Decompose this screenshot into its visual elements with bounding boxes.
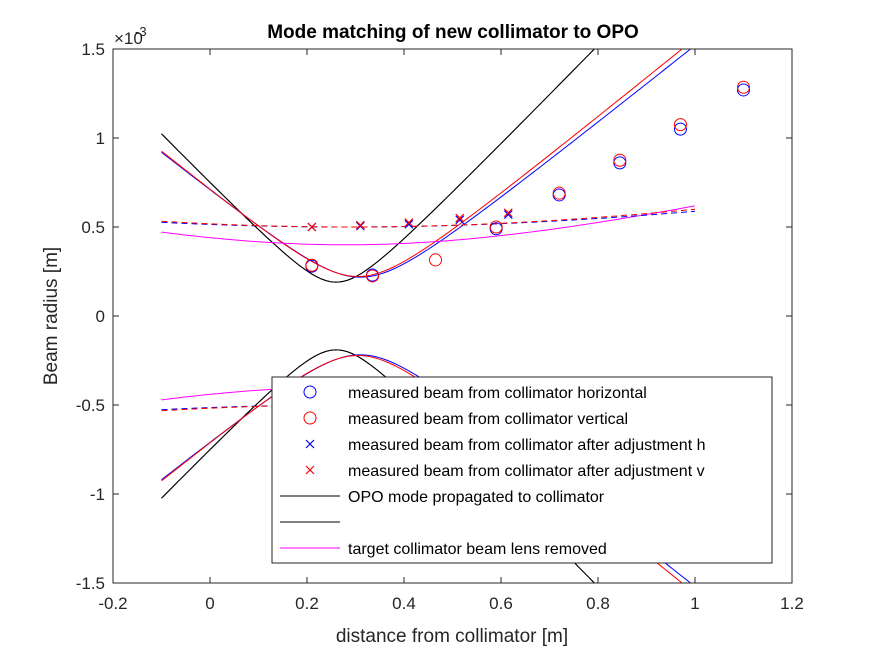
legend-symbol xyxy=(303,411,317,425)
y-exponent-label: ×10 -3 xyxy=(114,24,147,48)
marker-1-3 xyxy=(489,220,503,234)
marker-2-4 xyxy=(503,210,513,219)
marker-1-7 xyxy=(737,80,750,94)
legend: measured beam from collimator horizontal… xyxy=(271,376,773,564)
series-line-4-upper xyxy=(161,205,696,246)
marker-2-1 xyxy=(355,221,365,231)
x-tick-label: 0.4 xyxy=(392,594,416,613)
legend-symbol xyxy=(305,465,315,475)
legend-symbol xyxy=(305,439,315,449)
legend-symbol xyxy=(303,385,317,399)
y-tick-label: -1.5 xyxy=(76,574,105,593)
marker-3-3 xyxy=(455,213,465,223)
y-exponent-base: ×10 xyxy=(114,29,143,48)
marker-1-5 xyxy=(613,153,627,167)
x-tick-label: 0.8 xyxy=(586,594,610,613)
x-tick-label: 0.2 xyxy=(295,594,319,613)
x-tick-label: 1 xyxy=(690,594,699,613)
legend-label: target collimator beam lens removed xyxy=(348,541,607,558)
y-tick-label: 1.5 xyxy=(81,40,105,59)
series-line-3-upper xyxy=(161,49,683,277)
marker-3-4 xyxy=(503,208,513,218)
marker-1-4 xyxy=(552,186,566,200)
x-tick-label: -0.2 xyxy=(98,594,127,613)
chart-title: Mode matching of new collimator to OPO xyxy=(267,22,639,43)
y-tick-label: 1 xyxy=(96,129,105,148)
ticks: -0.2 0 0.2 0.4 0.6 0.8 1 1.2 -1.5 -1 -0.5 0 0.5 1 1.5 xyxy=(76,40,804,613)
series-line-5-upper xyxy=(161,210,696,228)
legend-label: measured beam from collimator vertical xyxy=(348,411,628,428)
marker-1-6 xyxy=(673,118,687,132)
y-tick-label: -0.5 xyxy=(76,396,105,415)
marker-0-4 xyxy=(613,156,627,170)
marker-1-0 xyxy=(305,258,319,272)
marker-1-1 xyxy=(365,269,379,283)
y-tick-label: -1 xyxy=(90,485,105,504)
y-tick-label: 0 xyxy=(96,307,105,326)
y-exponent-power: -3 xyxy=(135,24,147,39)
y-tick-label: 0.5 xyxy=(81,218,105,237)
series-line-1-upper xyxy=(161,49,596,283)
legend-box xyxy=(271,376,773,564)
marker-0-5 xyxy=(673,122,687,136)
legend-label: OPO mode propagated to collimator xyxy=(348,489,605,506)
marker-3-0 xyxy=(307,222,317,232)
legend-label: measured beam from collimator horizontal xyxy=(348,385,647,402)
marker-3-2 xyxy=(404,218,414,227)
marker-2-2 xyxy=(404,219,414,229)
marker-3-1 xyxy=(355,220,365,230)
marker-2-3 xyxy=(455,215,465,225)
marker-0-6 xyxy=(737,83,750,97)
x-axis-label: distance from collimator [m] xyxy=(336,626,568,647)
legend-label: measured beam from collimator after adju… xyxy=(348,437,705,454)
y-axis-label: Beam radius [m] xyxy=(41,247,62,385)
series-line-6-upper xyxy=(161,208,696,228)
legend-label: measured beam from collimator after adju… xyxy=(348,463,705,480)
x-tick-label: 0 xyxy=(205,594,214,613)
x-tick-label: 1.2 xyxy=(780,594,804,613)
marker-1-2 xyxy=(429,253,443,267)
x-tick-label: 0.6 xyxy=(489,594,513,613)
